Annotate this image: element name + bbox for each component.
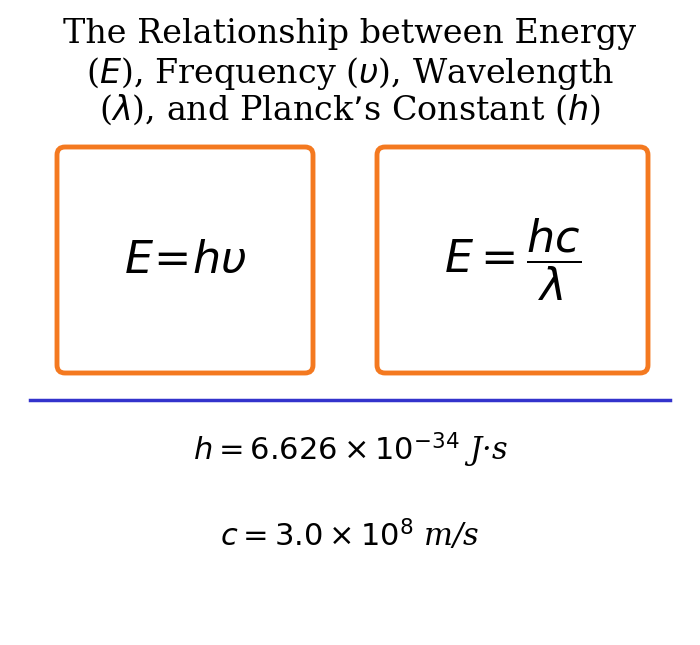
Text: $c = 3.0 \times 10^{8}$ m/s: $c = 3.0 \times 10^{8}$ m/s	[220, 518, 480, 553]
Text: ($E$), Frequency ($\upsilon$), Wavelength: ($E$), Frequency ($\upsilon$), Wavelengt…	[86, 55, 614, 92]
Text: $E\!=\!h\upsilon$: $E\!=\!h\upsilon$	[124, 239, 246, 282]
Text: The Relationship between Energy: The Relationship between Energy	[64, 18, 636, 50]
FancyBboxPatch shape	[57, 147, 313, 373]
Text: ($\lambda$), and Planck’s Constant ($h$): ($\lambda$), and Planck’s Constant ($h$)	[99, 92, 601, 126]
Text: $E = \dfrac{hc}{\lambda}$: $E = \dfrac{hc}{\lambda}$	[444, 217, 581, 303]
FancyBboxPatch shape	[377, 147, 648, 373]
Text: $h = 6.626 \times 10^{-34}$ J·s: $h = 6.626 \times 10^{-34}$ J·s	[193, 430, 508, 470]
